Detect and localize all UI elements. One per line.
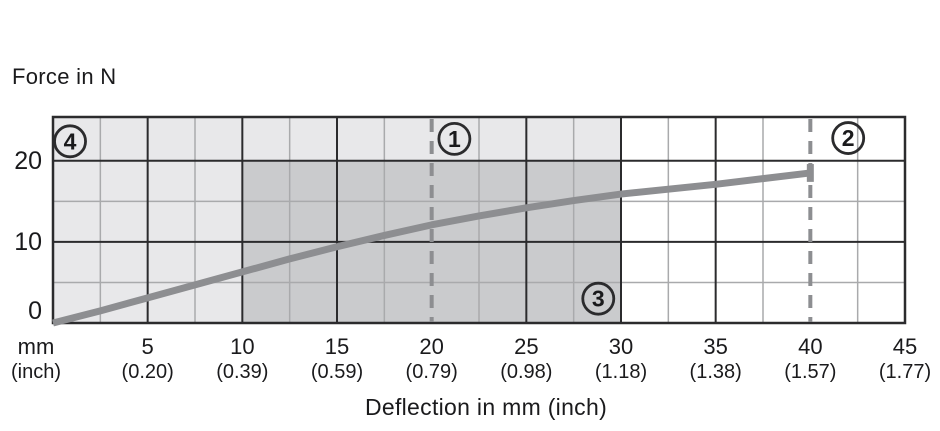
x-axis-title: Deflection in mm (inch) — [364, 394, 608, 420]
x-tick-label-inch: (0.59) — [311, 361, 363, 383]
callout-circle-4 — [53, 124, 87, 159]
y-tick-label: 0 — [28, 297, 42, 325]
x-tick-label-mm: 10 — [230, 334, 254, 359]
y-axis-title: Force in N — [12, 64, 117, 89]
x-tick-label-inch: (1.77) — [879, 361, 931, 383]
plot-border — [51, 115, 907, 325]
x-tick-label-mm: 5 — [142, 334, 154, 359]
callout-circle-3 — [581, 281, 616, 316]
x-unit-label-mm: mm — [18, 334, 55, 359]
callout-number-1: 1 — [448, 126, 461, 152]
x-tick-label-mm: 30 — [609, 334, 633, 359]
x-tick-label-inch: (1.18) — [595, 361, 647, 383]
callout-number-4: 4 — [64, 128, 77, 154]
x-tick-label-inch: (0.98) — [500, 361, 552, 383]
force-curve — [52, 169, 811, 327]
x-tick-label-inch: (0.39) — [216, 361, 268, 383]
x-tick-label-mm: 25 — [514, 334, 538, 359]
x-tick-label-mm: 45 — [893, 334, 917, 359]
callout-number-3: 3 — [592, 286, 605, 312]
y-tick-label: 20 — [14, 147, 42, 175]
callout-number-2: 2 — [842, 125, 855, 151]
x-tick-label-mm: 40 — [798, 334, 822, 359]
x-tick-label-inch: (0.20) — [122, 361, 174, 383]
x-tick-label-mm: 35 — [703, 334, 727, 359]
x-tick-label-inch: (1.38) — [690, 361, 742, 383]
callout-circle-1 — [437, 121, 472, 156]
x-unit-label-inch: (inch) — [11, 361, 61, 383]
x-tick-label-mm: 20 — [419, 334, 443, 359]
y-tick-label: 10 — [14, 228, 42, 256]
callout-circle-2 — [831, 121, 866, 155]
x-tick-label-inch: (1.57) — [784, 361, 836, 383]
x-tick-label-mm: 15 — [325, 334, 349, 359]
x-tick-label-inch: (0.79) — [406, 361, 458, 383]
